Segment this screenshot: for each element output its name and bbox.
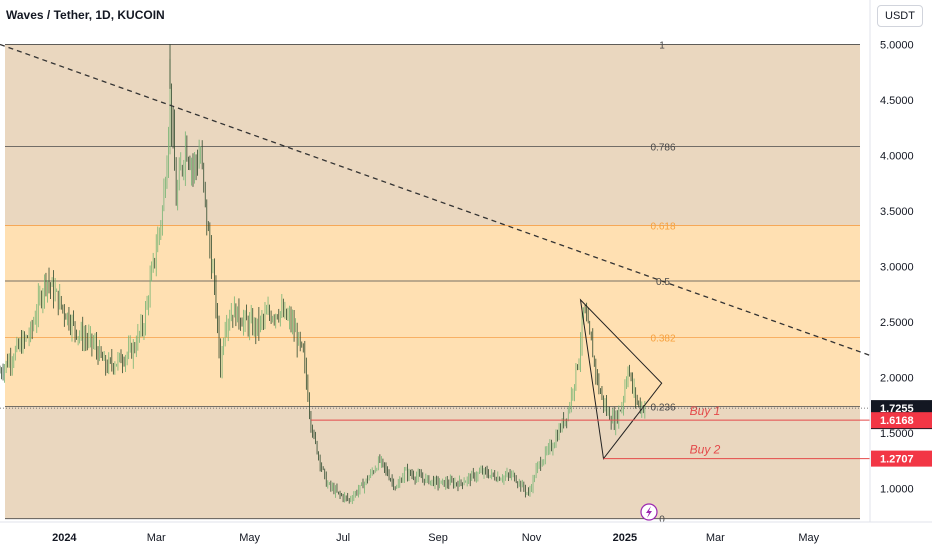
candles	[0, 44, 646, 505]
triangle-pattern[interactable]	[579, 298, 663, 460]
price-axis[interactable]	[870, 0, 932, 550]
buy-price-tag	[871, 450, 932, 467]
fib-bands	[5, 44, 860, 519]
buy-price-text: 1.2707	[880, 454, 914, 466]
fib-band	[5, 44, 860, 147]
x-tick-label: Mar	[706, 532, 725, 544]
x-tick-label: May	[798, 532, 819, 544]
fib-band	[5, 225, 860, 281]
y-tick-label: 4.0000	[880, 150, 914, 162]
x-tick-label: 2024	[52, 532, 77, 544]
fib-band	[5, 406, 860, 519]
fib-band	[5, 337, 860, 407]
fib-band	[5, 280, 860, 338]
chart-title: Waves / Tether, 1D, KUCOIN	[6, 8, 165, 22]
buy-price-text: 1.6168	[880, 415, 914, 427]
drawings	[0, 43, 871, 460]
fib-label: 0.5	[656, 277, 670, 288]
fib-label: 0.382	[650, 334, 675, 345]
buy-price-tag	[871, 412, 932, 429]
current-price-text: 1.7255	[880, 403, 914, 415]
y-axis-ticks: 1.0000 1.5000 2.0000 2.5000 3.0000 3.5000 4.00…	[880, 39, 914, 495]
y-tick-label: 3.5000	[880, 206, 914, 218]
buy-label: Buy 1	[690, 404, 721, 418]
y-tick-label: 1.0000	[880, 484, 914, 496]
y-tick-label: 1.5000	[880, 428, 914, 440]
fib-band	[5, 146, 860, 226]
x-tick-label: Nov	[522, 532, 542, 544]
fib-label: 0	[659, 515, 665, 526]
fib-label: 0.786	[650, 143, 675, 154]
fib-label: 1	[659, 40, 665, 51]
x-tick-label: Mar	[147, 532, 166, 544]
y-tick-label: 4.5000	[880, 95, 914, 107]
buy-label: Buy 2	[690, 443, 721, 457]
annotations: Buy 1 Buy 2	[0, 404, 870, 460]
x-tick-label: Jul	[336, 532, 350, 544]
y-tick-label: 2.5000	[880, 317, 914, 329]
fib-label: 0.618	[650, 221, 675, 232]
currency-button[interactable]: USDT	[877, 5, 923, 27]
lightning-icon[interactable]	[640, 503, 658, 521]
x-tick-label: 2025	[613, 532, 637, 544]
y-tick-label: 3.0000	[880, 262, 914, 274]
x-tick-label: Sep	[428, 532, 448, 544]
time-axis[interactable]	[0, 522, 932, 550]
x-axis-ticks: 2024 Mar May Jul Sep Nov 2025 Mar May	[52, 532, 820, 544]
trendline[interactable]	[0, 43, 871, 357]
x-tick-label: May	[239, 532, 260, 544]
y-tick-label: 2.0000	[880, 373, 914, 385]
y-tick-label: 5.0000	[880, 39, 914, 51]
